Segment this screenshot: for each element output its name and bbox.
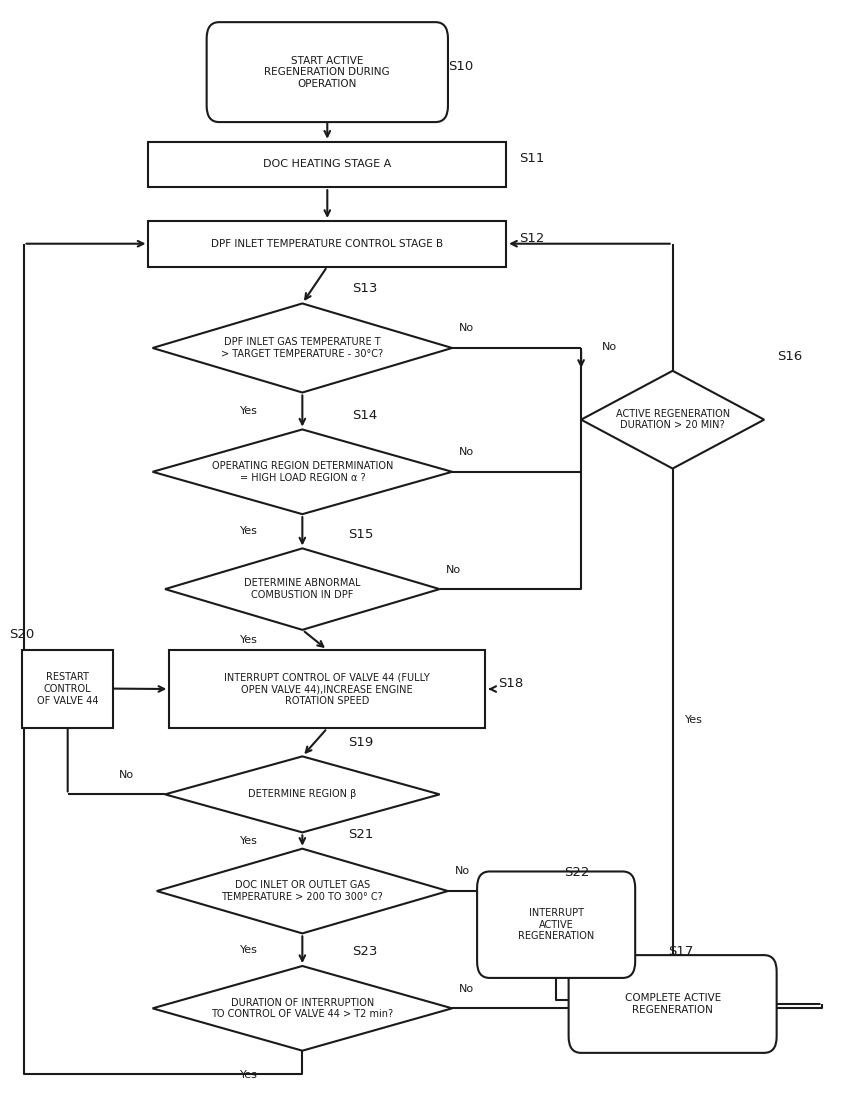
Text: S12: S12 bbox=[519, 232, 544, 245]
Text: Yes: Yes bbox=[240, 526, 258, 537]
Text: S20: S20 bbox=[9, 628, 35, 641]
Text: S11: S11 bbox=[519, 153, 544, 165]
Text: Yes: Yes bbox=[240, 945, 258, 955]
Bar bbox=[22, 650, 113, 728]
Text: No: No bbox=[119, 770, 135, 780]
Text: S14: S14 bbox=[352, 409, 377, 421]
FancyBboxPatch shape bbox=[206, 22, 448, 122]
Text: INTERRUPT CONTROL OF VALVE 44 (FULLY
OPEN VALVE 44),INCREASE ENGINE
ROTATION SPE: INTERRUPT CONTROL OF VALVE 44 (FULLY OPE… bbox=[224, 672, 430, 705]
Text: RESTART
CONTROL
OF VALVE 44: RESTART CONTROL OF VALVE 44 bbox=[37, 672, 98, 705]
Polygon shape bbox=[165, 549, 440, 630]
Text: START ACTIVE
REGENERATION DURING
OPERATION: START ACTIVE REGENERATION DURING OPERATI… bbox=[265, 55, 390, 89]
Text: S22: S22 bbox=[564, 866, 590, 879]
Text: DURATION OF INTERRUPTION
TO CONTROL OF VALVE 44 > T2 min?: DURATION OF INTERRUPTION TO CONTROL OF V… bbox=[212, 998, 393, 1019]
Text: S17: S17 bbox=[668, 945, 694, 958]
Polygon shape bbox=[152, 304, 452, 393]
Text: S10: S10 bbox=[448, 60, 473, 74]
Text: ACTIVE REGENERATION
DURATION > 20 MIN?: ACTIVE REGENERATION DURATION > 20 MIN? bbox=[616, 409, 730, 430]
Text: S16: S16 bbox=[777, 350, 802, 363]
FancyBboxPatch shape bbox=[477, 871, 635, 978]
Polygon shape bbox=[152, 966, 452, 1050]
Text: DOC HEATING STAGE A: DOC HEATING STAGE A bbox=[263, 160, 392, 169]
Bar bbox=[169, 650, 486, 728]
Text: No: No bbox=[459, 448, 474, 458]
Text: Yes: Yes bbox=[240, 1069, 258, 1079]
Text: S13: S13 bbox=[352, 282, 377, 295]
Text: No: No bbox=[454, 867, 470, 877]
Text: No: No bbox=[602, 342, 617, 352]
Text: INTERRUPT
ACTIVE
REGENERATION: INTERRUPT ACTIVE REGENERATION bbox=[518, 909, 594, 942]
Text: Yes: Yes bbox=[240, 635, 258, 645]
Text: S21: S21 bbox=[348, 828, 373, 842]
Text: COMPLETE ACTIVE
REGENERATION: COMPLETE ACTIVE REGENERATION bbox=[624, 993, 721, 1015]
Polygon shape bbox=[152, 429, 452, 514]
Polygon shape bbox=[581, 371, 764, 469]
Text: DETERMINE REGION β: DETERMINE REGION β bbox=[248, 790, 356, 800]
Text: DOC INLET OR OUTLET GAS
TEMPERATURE > 200 TO 300° C?: DOC INLET OR OUTLET GAS TEMPERATURE > 20… bbox=[222, 880, 383, 902]
Text: DETERMINE ABNORMAL
COMBUSTION IN DPF: DETERMINE ABNORMAL COMBUSTION IN DPF bbox=[244, 579, 360, 600]
Text: DPF INLET GAS TEMPERATURE T
> TARGET TEMPERATURE - 30°C?: DPF INLET GAS TEMPERATURE T > TARGET TEM… bbox=[222, 338, 383, 359]
FancyBboxPatch shape bbox=[569, 955, 777, 1053]
Text: Yes: Yes bbox=[240, 836, 258, 846]
Text: No: No bbox=[459, 983, 474, 993]
Text: DPF INLET TEMPERATURE CONTROL STAGE B: DPF INLET TEMPERATURE CONTROL STAGE B bbox=[212, 239, 443, 249]
Text: S15: S15 bbox=[348, 528, 373, 541]
Text: No: No bbox=[459, 323, 474, 333]
Text: OPERATING REGION DETERMINATION
= HIGH LOAD REGION α ?: OPERATING REGION DETERMINATION = HIGH LO… bbox=[212, 461, 393, 483]
Polygon shape bbox=[157, 849, 448, 934]
Text: S19: S19 bbox=[348, 736, 373, 749]
Text: Yes: Yes bbox=[685, 715, 703, 725]
Text: S23: S23 bbox=[352, 945, 377, 958]
Text: S18: S18 bbox=[498, 678, 523, 690]
Bar bbox=[148, 142, 506, 187]
Bar bbox=[148, 221, 506, 266]
Text: Yes: Yes bbox=[240, 406, 258, 416]
Text: No: No bbox=[447, 564, 461, 574]
Polygon shape bbox=[165, 757, 440, 833]
